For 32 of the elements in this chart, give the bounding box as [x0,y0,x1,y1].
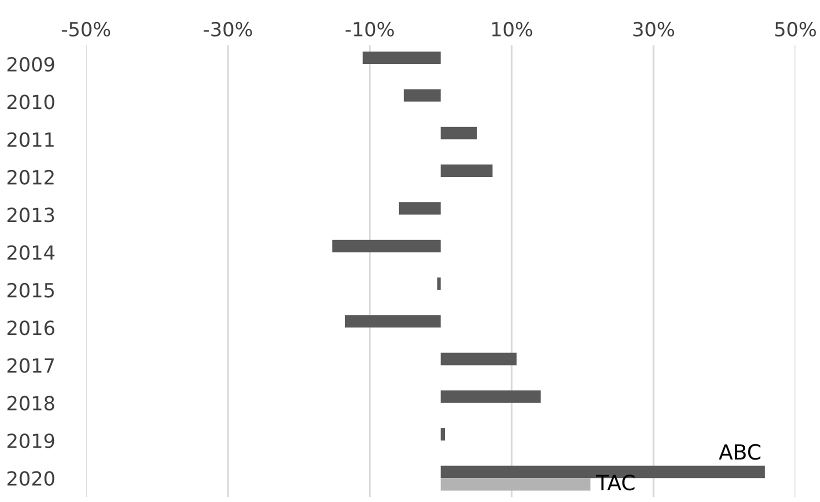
series-label: ABC [718,444,760,460]
y-tick-label: 2016 [7,320,54,336]
x-tick-label: -30% [204,22,252,37]
y-tick-label: 2014 [7,245,54,260]
x-tick-label: -10% [346,22,394,37]
y-tick-label: 2011 [7,132,54,147]
bar [440,126,477,140]
y-tick-label: 2012 [7,170,54,185]
bar [437,277,441,290]
y-tick-label: 2009 [7,56,54,72]
bar [344,315,441,328]
x-tick-label: 10% [492,22,532,37]
y-tick-label: 2010 [7,94,54,110]
bar [440,164,493,177]
bar [440,478,590,491]
bar [362,52,441,64]
series-label: TAC [596,474,635,490]
y-tick-label: 2015 [7,282,54,298]
y-tick-label: 2013 [7,208,54,222]
bar [398,202,441,215]
bar [440,428,446,441]
x-tick-label: -50% [62,22,110,37]
bar [440,352,517,366]
bar [404,89,441,102]
bar [440,390,541,403]
bar [332,240,441,252]
y-tick-label: 2018 [7,396,54,411]
y-tick-label: 2017 [7,358,54,373]
x-tick-label: 50% [775,22,816,37]
y-tick-label: 2019 [7,433,54,448]
y-tick-label: 2020 [7,471,54,486]
x-tick-label: 30% [633,22,674,37]
